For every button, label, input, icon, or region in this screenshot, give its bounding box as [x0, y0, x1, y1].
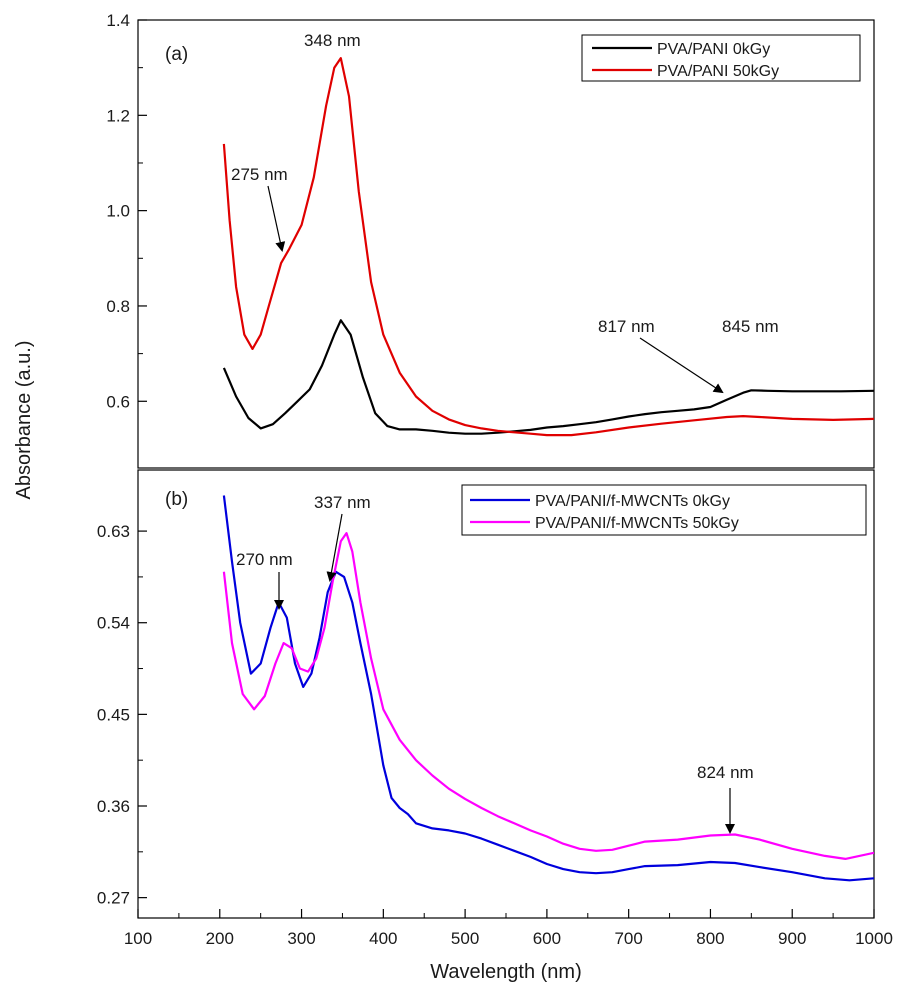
legend-label-pva-pani-fmwcnts-50kgy: PVA/PANI/f-MWCNTs 50kGy	[535, 515, 739, 532]
annotation-824nm: 824 nm	[697, 763, 754, 782]
panel-b-y-tick-label: 0.45	[97, 705, 130, 724]
panel-a: 0.6 0.8 1.0 1.2 1.4 (a) PVA/PANI 0kGy PVA/PA…	[106, 11, 875, 469]
x-axis: 100 200 300 400 500 600 700 800 900 1000	[124, 909, 893, 948]
panel-b-y-tick-label: 0.63	[97, 522, 130, 541]
panel-a-y-tick-label: 0.6	[106, 392, 130, 411]
annotation-275nm: 275 nm	[231, 165, 288, 184]
panel-b-y-tick-label: 0.36	[97, 797, 130, 816]
x-tick-label: 900	[778, 929, 806, 948]
annotation-348nm: 348 nm	[304, 31, 361, 50]
annotation-817nm: 817 nm	[598, 317, 655, 336]
x-tick-label: 300	[287, 929, 315, 948]
annotation-845nm: 845 nm	[722, 317, 779, 336]
x-tick-label: 500	[451, 929, 479, 948]
series-line-pva-pani-f-mwcnts-50kgy	[222, 532, 874, 860]
x-tick-label: 600	[533, 929, 561, 948]
arrow-337nm	[326, 513, 343, 582]
panel-b-y-axis: 0.27 0.36 0.45 0.54 0.63	[97, 522, 147, 908]
panel-b-legend-box	[461, 484, 867, 536]
series-line-pva-pani-50kgy	[222, 57, 874, 437]
legend-label-pva-pani-0kgy: PVA/PANI 0kGy	[657, 41, 770, 58]
legend-label-pva-pani-fmwcnts-0kgy: PVA/PANI/f-MWCNTs 0kGy	[535, 493, 730, 510]
x-tick-label: 100	[124, 929, 152, 948]
annotation-270nm: 270 nm	[236, 550, 293, 569]
panel-b: 0.27 0.36 0.45 0.54 0.63 (b) PVA/PANI/f-MWCN…	[97, 469, 875, 919]
panel-a-y-tick-label: 1.2	[106, 106, 130, 125]
panel-a-y-tick-label: 0.8	[106, 297, 130, 316]
panel-b-label: (b)	[165, 489, 188, 510]
panel-b-annotations: 337 nm 270 nm 824 nm	[236, 493, 754, 834]
series-line-pva-pani-f-mwcnts-0kgy	[222, 495, 874, 882]
panel-a-series	[222, 57, 874, 437]
panel-a-annotations: 348 nm 275 nm 817 nm 845 nm	[231, 31, 779, 394]
panel-b-legend: PVA/PANI/f-MWCNTs 0kGy PVA/PANI/f-MWCNTs…	[461, 484, 867, 536]
panel-a-y-tick-label: 1.4	[106, 11, 130, 30]
x-tick-label: 700	[614, 929, 642, 948]
x-tick-label: 1000	[855, 929, 893, 948]
panel-b-y-tick-label: 0.27	[97, 889, 130, 908]
x-axis-label: Wavelength (nm)	[430, 961, 582, 983]
panel-a-label: (a)	[165, 44, 188, 65]
panel-a-y-axis: 0.6 0.8 1.0 1.2 1.4	[106, 11, 147, 411]
x-tick-label: 200	[206, 929, 234, 948]
y-axis-label: Absorbance (a.u.)	[13, 341, 35, 500]
arrow-275nm	[267, 185, 286, 252]
x-tick-label: 400	[369, 929, 397, 948]
annotation-337nm: 337 nm	[314, 493, 371, 512]
legend-label-pva-pani-50kgy: PVA/PANI 50kGy	[657, 63, 779, 80]
x-tick-label: 800	[696, 929, 724, 948]
panel-b-frame	[137, 469, 875, 919]
panel-a-legend: PVA/PANI 0kGy PVA/PANI 50kGy	[581, 34, 861, 82]
arrow-817nm	[639, 337, 724, 394]
panel-a-y-tick-label: 1.0	[106, 202, 130, 221]
panel-b-y-tick-label: 0.54	[97, 614, 130, 633]
panel-a-legend-box	[581, 34, 861, 82]
panel-a-frame	[137, 19, 875, 469]
series-line-pva-pani-0kgy	[222, 319, 874, 435]
panel-b-series	[222, 495, 874, 882]
